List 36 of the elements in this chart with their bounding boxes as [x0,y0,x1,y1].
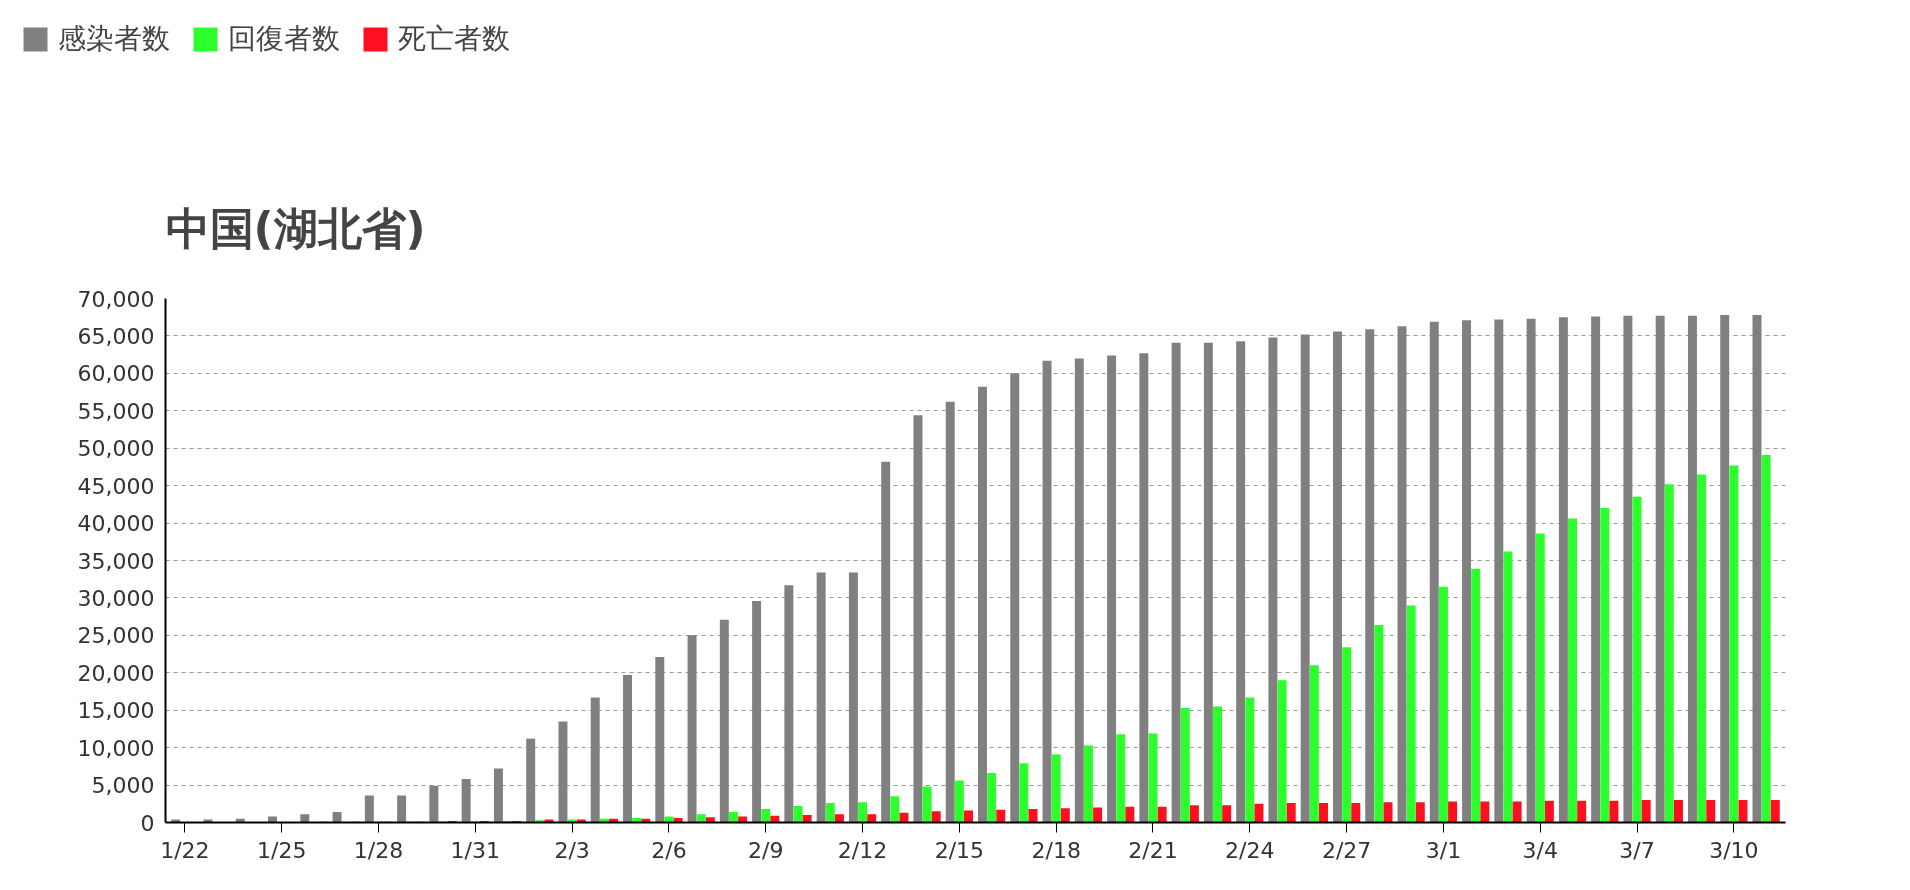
y-tick-label: 5,000 [91,773,155,799]
x-tick-label: 3/10 [1709,837,1759,863]
x-tick-label: 1/25 [256,837,307,863]
y-tick-label: 10,000 [77,735,155,761]
y-tick-label: 65,000 [77,323,155,349]
x-tick-label: 1/22 [160,837,210,863]
y-tick-label: 70,000 [77,286,155,312]
x-tick-label: 2/12 [837,837,888,863]
y-tick-label: 55,000 [77,398,155,424]
x-tick-label: 1/28 [353,837,404,863]
y-tick-label: 25,000 [77,623,155,649]
x-tick-label: 1/31 [450,837,501,863]
y-tick-label: 40,000 [77,511,155,537]
y-tick-label: 60,000 [77,361,155,387]
x-tick-label: 2/6 [651,837,687,863]
y-tick-label: 30,000 [77,585,155,611]
x-tick-label: 3/1 [1425,837,1462,863]
x-tick-label: 2/21 [1128,837,1178,863]
y-tick-label: 15,000 [77,698,155,724]
y-tick-label: 35,000 [77,548,155,574]
x-tick-label: 2/15 [934,837,985,863]
chart-title: 中国(湖北省) [165,202,426,254]
y-tick-label: 50,000 [77,436,155,462]
y-tick-label: 45,000 [77,473,155,499]
legend-label: 死亡者数 [398,21,510,57]
x-tick-label: 2/18 [1031,837,1081,863]
x-tick-label: 3/7 [1619,837,1655,863]
legend-label: 回復者数 [228,21,340,57]
y-tick-label: 20,000 [77,660,155,686]
x-tick-label: 2/24 [1225,837,1275,863]
y-tick-label: 0 [140,810,155,836]
x-tick-label: 2/9 [748,837,784,863]
x-tick-label: 2/27 [1321,837,1372,863]
x-tick-label: 3/4 [1522,837,1558,863]
x-tick-label: 2/3 [554,837,590,863]
legend-label: 感染者数 [58,21,170,57]
